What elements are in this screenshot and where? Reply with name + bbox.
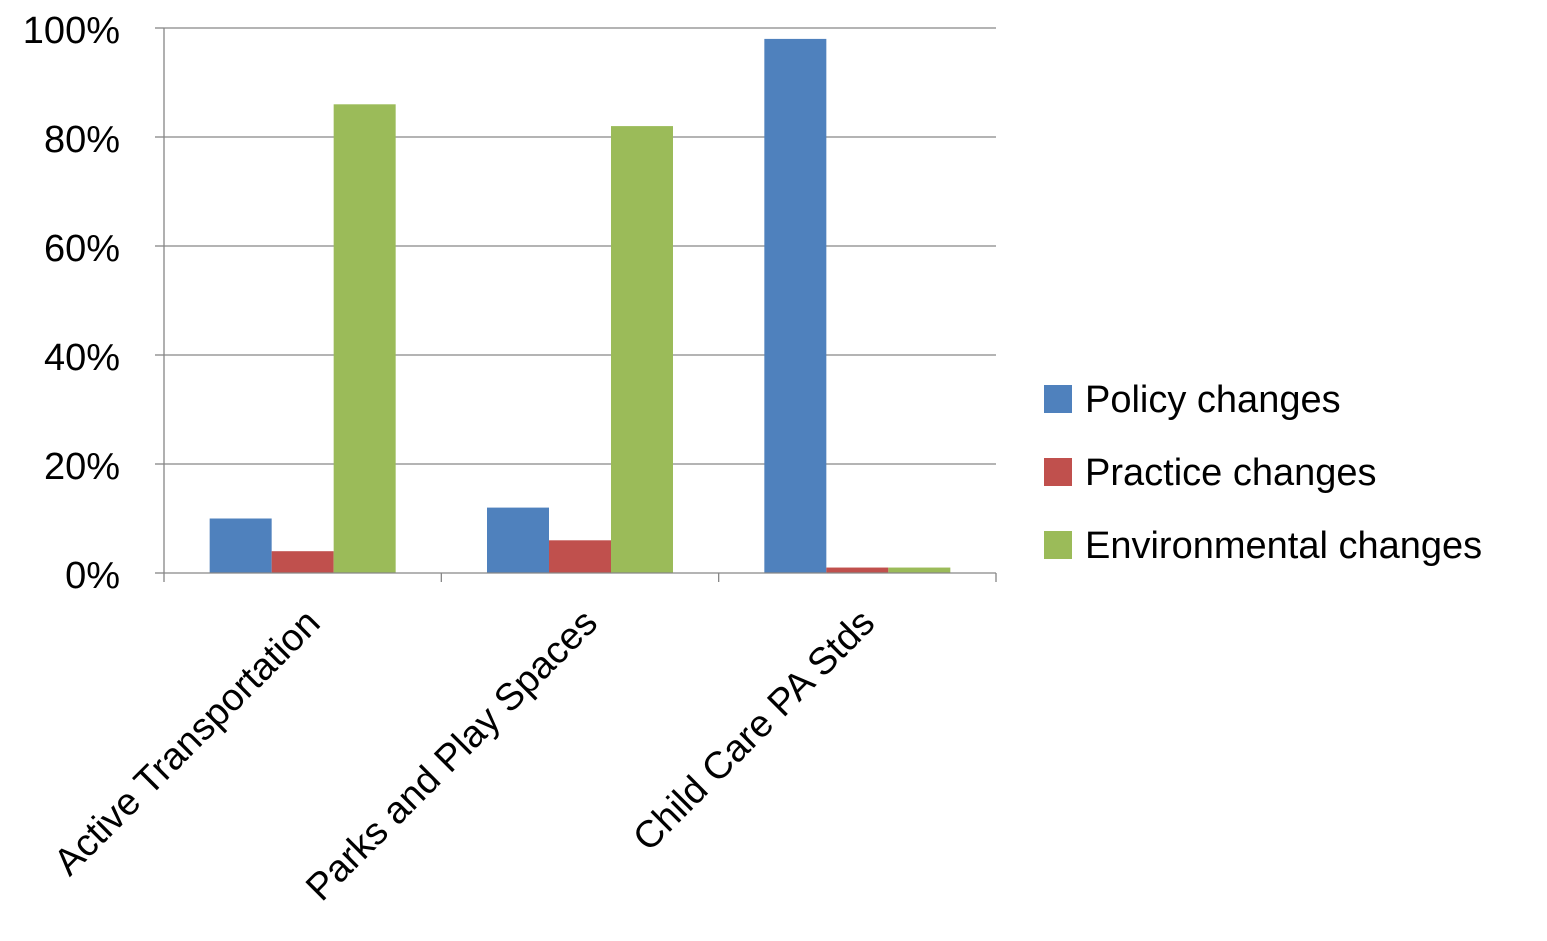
bars: [209, 38, 951, 574]
y-tick-label: 80%: [44, 119, 120, 161]
legend-label: Practice changes: [1085, 452, 1377, 494]
y-tick-label: 20%: [44, 446, 120, 488]
y-tick-label: 100%: [23, 10, 120, 52]
bar-environmental-changes: [611, 126, 673, 573]
legend-label: Environmental changes: [1085, 525, 1482, 567]
y-tick-label: 0%: [65, 555, 120, 597]
bar-environmental-changes: [333, 104, 396, 574]
legend-label: Policy changes: [1085, 379, 1341, 421]
bar-policy-changes: [487, 507, 549, 573]
bar-environmental-changes: [888, 567, 951, 573]
bar-practice-changes: [549, 540, 611, 573]
y-tick-label: 40%: [44, 337, 120, 379]
legend-swatch: [1044, 385, 1072, 413]
y-tick-label: 60%: [44, 228, 120, 270]
x-tick-label: Active Transportation: [46, 602, 328, 884]
legend-swatch: [1044, 458, 1072, 486]
bar-practice-changes: [271, 551, 334, 573]
y-tick-labels: 0% 20% 40% 60% 80% 100%: [23, 10, 120, 597]
legend-swatch: [1044, 531, 1072, 559]
legend: Policy changes Practice changes Environmen…: [1044, 379, 1482, 567]
bar-practice-changes: [826, 567, 889, 573]
x-tick-label: Parks and Play Spaces: [298, 602, 606, 910]
gridlines: [164, 27, 996, 465]
bar-policy-changes: [209, 518, 272, 573]
bar-policy-changes: [764, 38, 827, 573]
x-tick-label: Child Care PA Stds: [625, 602, 883, 860]
axes: [155, 27, 997, 582]
